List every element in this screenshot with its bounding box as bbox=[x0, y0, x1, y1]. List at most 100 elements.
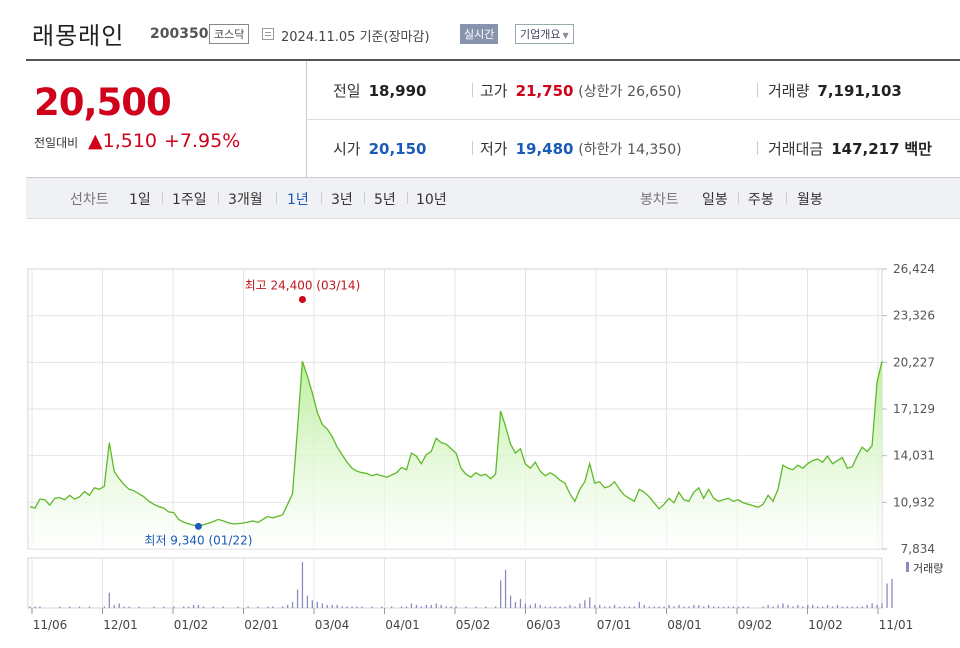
volume-bar bbox=[296, 589, 299, 608]
period-3m[interactable]: 3개월 bbox=[228, 192, 263, 208]
period-divider bbox=[276, 192, 277, 204]
volume-bar bbox=[495, 606, 497, 608]
volume-bar bbox=[589, 597, 591, 608]
volume-bar bbox=[886, 583, 888, 608]
stock-name: 래몽래인 bbox=[32, 22, 125, 50]
x-tick-label: 09/02 bbox=[738, 618, 773, 632]
volume-bar bbox=[103, 606, 105, 608]
x-tick-label: 12/01 bbox=[103, 618, 138, 632]
volume-bar bbox=[742, 606, 744, 608]
volume-bar bbox=[485, 606, 487, 608]
volume-bar bbox=[722, 606, 725, 608]
volume-bar bbox=[831, 606, 834, 608]
volume-bar bbox=[519, 598, 522, 608]
calendar-icon bbox=[262, 28, 274, 40]
period-1d[interactable]: 1일 bbox=[129, 192, 151, 208]
volume-bar bbox=[475, 606, 477, 608]
volume-bar bbox=[633, 606, 635, 608]
low-price: 저가 19,480 (하한가 14,350) bbox=[480, 140, 682, 158]
prev-close: 전일 18,990 bbox=[333, 82, 427, 100]
candle-daily[interactable]: 일봉 bbox=[702, 192, 728, 208]
volume-bar bbox=[39, 606, 41, 608]
x-tick-label: 11/06 bbox=[33, 618, 68, 632]
volume-bar bbox=[673, 606, 675, 608]
y-tick-label: 14,031 bbox=[893, 449, 935, 463]
y-tick-label: 23,326 bbox=[893, 309, 935, 323]
volume-bar bbox=[465, 606, 467, 608]
period-divider bbox=[738, 192, 739, 204]
volume-bar bbox=[415, 604, 418, 608]
low-marker bbox=[194, 522, 202, 530]
price-line bbox=[29, 360, 883, 527]
volume-bar bbox=[737, 606, 739, 608]
volume-bar bbox=[183, 606, 185, 608]
volume-bar bbox=[197, 604, 200, 608]
volume-bar bbox=[549, 606, 551, 608]
volume-bar bbox=[802, 606, 804, 608]
volume-bar bbox=[861, 606, 863, 608]
market-badge: 코스닥 bbox=[209, 24, 250, 44]
volume-bar bbox=[658, 606, 660, 608]
volume-bar bbox=[569, 604, 571, 608]
volume-bar bbox=[316, 601, 318, 608]
volume-bar bbox=[613, 604, 616, 608]
volume-bar bbox=[509, 595, 512, 608]
volume-bar bbox=[732, 606, 735, 608]
volume-bar bbox=[34, 606, 36, 608]
volume-bar bbox=[653, 606, 655, 608]
volume-bar bbox=[713, 606, 715, 608]
volume-bar bbox=[128, 606, 130, 608]
volume-bar bbox=[326, 604, 328, 608]
volume-bar bbox=[455, 606, 457, 608]
volume-bar bbox=[534, 603, 536, 608]
y-tick-label: 26,424 bbox=[893, 262, 935, 276]
open-price: 시가 20,150 bbox=[333, 140, 427, 158]
volume-bar bbox=[59, 606, 61, 608]
period-10y[interactable]: 10년 bbox=[416, 192, 447, 208]
line-chart-label: 선차트 bbox=[70, 192, 109, 208]
volume-bar bbox=[599, 604, 601, 608]
stat-divider bbox=[757, 83, 758, 97]
company-overview-dropdown[interactable]: 기업개요 ▼ bbox=[515, 24, 574, 44]
low-annotation: 최저 9,340 (01/22) bbox=[144, 533, 252, 547]
volume-bar bbox=[777, 604, 779, 608]
candle-weekly[interactable]: 주봉 bbox=[748, 192, 774, 208]
stock-code: 200350 bbox=[150, 26, 209, 42]
volume-bar bbox=[792, 606, 794, 608]
x-tick-label: 04/01 bbox=[385, 618, 420, 632]
realtime-button[interactable]: 실시간 bbox=[460, 24, 499, 44]
volume-bar bbox=[341, 606, 343, 608]
quote-row-divider bbox=[307, 119, 960, 120]
period-5y[interactable]: 5년 bbox=[374, 192, 396, 208]
volume-bar bbox=[623, 606, 626, 608]
volume-bar bbox=[500, 580, 502, 608]
volume-legend-swatch bbox=[906, 562, 909, 572]
price-chart[interactable]: 26,424 23,326 20,227 17,129 14,031 10,932 7,83… bbox=[0, 230, 960, 648]
period-divider bbox=[407, 192, 408, 204]
x-tick-label: 01/02 bbox=[174, 618, 209, 632]
x-tick-label: 07/01 bbox=[597, 618, 632, 632]
volume-bar bbox=[772, 606, 774, 608]
volume-bar bbox=[693, 604, 695, 608]
period-divider bbox=[321, 192, 322, 204]
y-tick-label: 20,227 bbox=[893, 355, 935, 369]
volume-bar bbox=[450, 606, 452, 608]
volume-bar bbox=[782, 603, 784, 608]
volume-bar bbox=[336, 604, 338, 608]
period-3y[interactable]: 3년 bbox=[331, 192, 353, 208]
volume-bar bbox=[440, 604, 442, 608]
volume-bar bbox=[851, 606, 853, 608]
trade-amount: 거래대금 147,217 백만 bbox=[768, 140, 932, 158]
volume-bar bbox=[301, 562, 304, 608]
volume-bar bbox=[539, 604, 541, 608]
period-1y[interactable]: 1년 bbox=[287, 192, 309, 208]
x-axis-labels: 11/06 12/01 01/02 02/01 03/04 04/01 05/02 06/03… bbox=[33, 618, 914, 632]
volume-bar bbox=[618, 606, 621, 608]
volume-bar bbox=[435, 603, 437, 608]
volume-bar bbox=[351, 606, 353, 608]
period-1w[interactable]: 1주일 bbox=[172, 192, 207, 208]
volume-bar bbox=[683, 606, 685, 608]
y-tick-label: 17,129 bbox=[893, 402, 935, 416]
volume-bar bbox=[410, 603, 413, 608]
candle-monthly[interactable]: 월봉 bbox=[797, 192, 823, 208]
